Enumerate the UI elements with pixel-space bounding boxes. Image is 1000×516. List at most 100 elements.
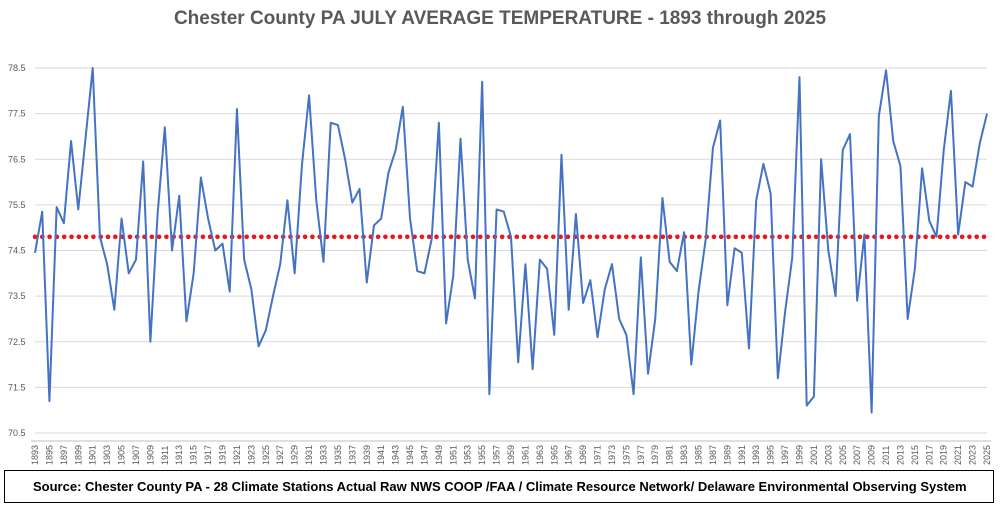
- average-dot: [91, 234, 96, 240]
- average-dot: [609, 234, 614, 240]
- average-dot: [113, 234, 118, 240]
- x-tick-label-1969: 1969: [578, 445, 588, 465]
- average-dotted-line: [32, 234, 987, 240]
- average-dot: [310, 234, 315, 240]
- y-axis-ticks: 70.5 71.5 72.5 73.5 74.5 75.5 76.5 77.5 78.5: [8, 63, 26, 438]
- average-dot: [930, 234, 936, 240]
- average-dot: [689, 234, 695, 240]
- average-dot: [69, 234, 74, 240]
- average-dot: [390, 234, 396, 240]
- x-tick-label-1927: 1927: [275, 445, 285, 465]
- temperature-line-chart: 70.5 71.5 72.5 73.5 74.5 75.5 76.5 77.5 78.5 189…: [8, 63, 992, 465]
- average-dot: [127, 234, 133, 240]
- x-tick-label-1995: 1995: [766, 445, 776, 465]
- average-dot: [667, 234, 673, 240]
- x-tick-label-2021: 2021: [953, 445, 963, 465]
- average-dot: [164, 234, 169, 240]
- average-dot: [499, 234, 505, 240]
- x-tick-label-1907: 1907: [131, 445, 141, 465]
- y-tick-label: 75.5: [8, 200, 26, 210]
- x-tick-label-1967: 1967: [564, 445, 574, 465]
- average-dot: [61, 234, 67, 240]
- x-tick-label-1905: 1905: [117, 445, 127, 465]
- x-tick-label-1901: 1901: [88, 445, 98, 465]
- average-dot: [580, 234, 585, 240]
- average-dot: [332, 234, 337, 240]
- average-dot: [631, 234, 636, 240]
- y-tick-label: 78.5: [8, 63, 26, 73]
- y-tick-label: 73.5: [8, 291, 26, 301]
- x-tick-label-2015: 2015: [910, 445, 920, 465]
- average-dot: [857, 234, 863, 240]
- average-dot: [879, 234, 885, 240]
- x-tick-label-1923: 1923: [246, 445, 256, 465]
- average-dot: [222, 234, 228, 240]
- average-dot: [923, 234, 928, 240]
- x-tick-label-2023: 2023: [968, 445, 978, 465]
- x-tick-label-1897: 1897: [59, 445, 69, 465]
- x-tick-label-1903: 1903: [102, 445, 112, 465]
- average-dot: [375, 234, 381, 240]
- x-tick-label-1979: 1979: [650, 445, 660, 465]
- x-tick-label-2001: 2001: [809, 445, 819, 465]
- x-tick-label-1929: 1929: [290, 445, 300, 465]
- average-dot: [478, 234, 483, 240]
- x-tick-label-1943: 1943: [391, 445, 401, 465]
- x-tick-label-1921: 1921: [232, 445, 242, 465]
- average-dot: [733, 234, 739, 240]
- y-tick-label: 76.5: [8, 154, 26, 164]
- average-dot: [32, 234, 38, 240]
- average-dot: [353, 234, 359, 240]
- average-dot: [324, 234, 330, 240]
- source-box: Source: Chester County PA - 28 Climate S…: [4, 470, 994, 503]
- x-tick-label-1965: 1965: [549, 445, 559, 465]
- average-dot: [974, 234, 979, 240]
- x-tick-label-1973: 1973: [607, 445, 617, 465]
- average-dot: [186, 234, 191, 240]
- average-dot: [529, 234, 534, 240]
- average-dot: [894, 234, 899, 240]
- x-tick-label-2007: 2007: [852, 445, 862, 465]
- x-tick-label-1971: 1971: [593, 445, 603, 465]
- average-dot: [638, 234, 644, 240]
- average-dot: [200, 234, 206, 240]
- x-tick-label-1987: 1987: [708, 445, 718, 465]
- x-tick-label-2003: 2003: [823, 445, 833, 465]
- average-dot: [981, 234, 987, 240]
- average-dot: [405, 234, 410, 240]
- average-dot: [624, 234, 629, 240]
- x-tick-label-2009: 2009: [867, 445, 877, 465]
- y-tick-label: 77.5: [8, 109, 26, 119]
- average-dot: [259, 234, 264, 240]
- x-tick-label-1951: 1951: [448, 445, 458, 465]
- average-dot: [602, 234, 607, 240]
- x-tick-label-1935: 1935: [333, 445, 343, 465]
- temperature-series-line: [34, 67, 988, 414]
- average-dot: [967, 234, 972, 240]
- average-dot: [383, 234, 388, 240]
- x-tick-label-2019: 2019: [939, 445, 949, 465]
- average-dot: [843, 234, 848, 240]
- average-dot: [740, 234, 746, 240]
- x-tick-label-1919: 1919: [218, 445, 228, 465]
- average-dot: [726, 234, 731, 240]
- average-dot: [828, 234, 833, 240]
- average-dot: [434, 234, 439, 240]
- y-tick-label: 72.5: [8, 337, 26, 347]
- x-tick-label-1899: 1899: [73, 445, 83, 465]
- average-dot: [543, 234, 549, 240]
- average-dot: [558, 234, 563, 240]
- x-tick-label-1961: 1961: [520, 445, 530, 465]
- x-tick-label-1963: 1963: [535, 445, 545, 465]
- average-dot: [952, 234, 958, 240]
- average-dot: [762, 234, 768, 240]
- x-tick-label-1911: 1911: [160, 446, 170, 465]
- average-dot: [777, 234, 782, 240]
- x-tick-label-1945: 1945: [405, 445, 415, 465]
- x-tick-label-1993: 1993: [751, 445, 761, 465]
- x-tick-label-1991: 1991: [737, 445, 747, 465]
- average-dot: [945, 234, 950, 240]
- average-dot: [645, 234, 651, 240]
- average-dot: [784, 234, 790, 240]
- x-tick-label-2025: 2025: [982, 445, 992, 465]
